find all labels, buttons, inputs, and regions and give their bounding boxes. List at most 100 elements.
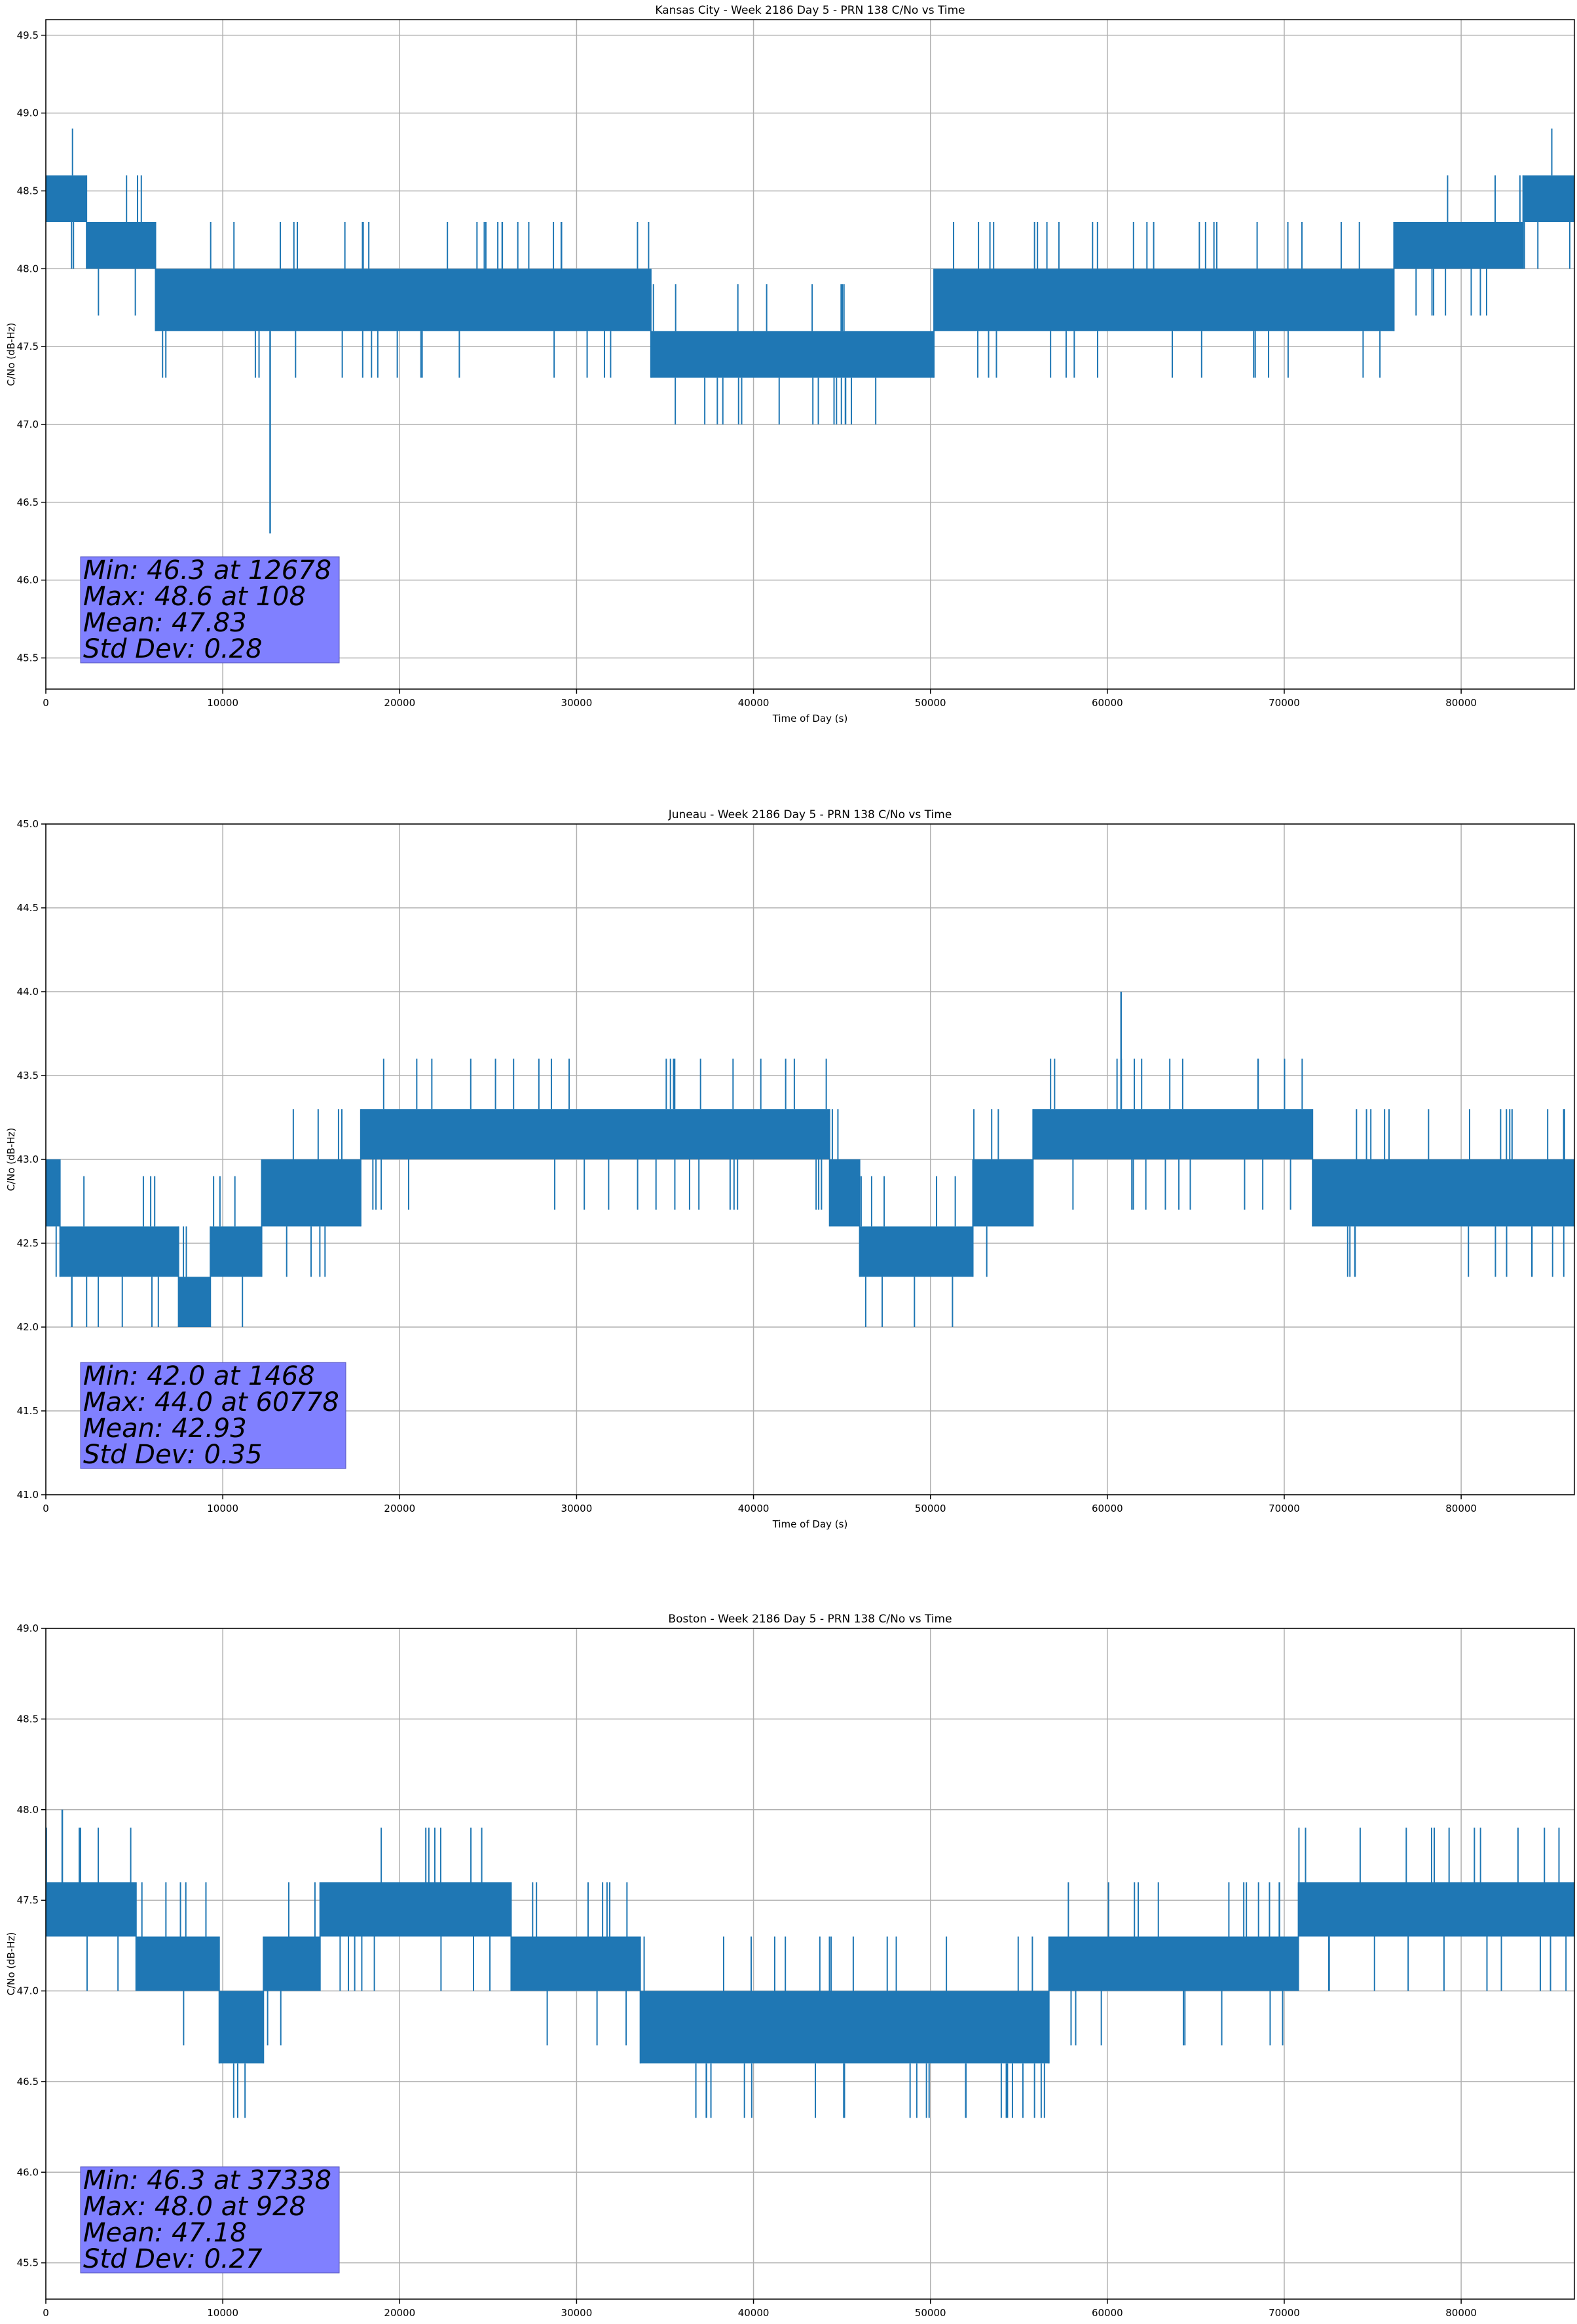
stats-line: Min: 46.3 at 12678 — [83, 555, 331, 586]
data-series — [46, 992, 1574, 1327]
data-band — [640, 1991, 1049, 2064]
y-tick-label: 46.5 — [17, 2076, 39, 2088]
x-tick-label: 10000 — [207, 2307, 238, 2319]
y-tick-label: 45.5 — [17, 2257, 39, 2269]
y-tick-label: 46.0 — [17, 2166, 39, 2178]
stats-line: Mean: 42.93 — [83, 1414, 247, 1444]
x-tick-label: 60000 — [1092, 1503, 1123, 1514]
y-tick-label: 45.5 — [17, 652, 39, 664]
x-tick-label: 70000 — [1269, 697, 1300, 709]
stats-line: Min: 42.0 at 1468 — [83, 1361, 315, 1391]
data-band — [136, 1936, 219, 1991]
x-tick-label: 70000 — [1269, 1503, 1300, 1514]
data-band — [261, 1159, 361, 1227]
x-tick-label: 30000 — [561, 1503, 593, 1514]
data-band — [1298, 1882, 1574, 1937]
chart-title: Boston - Week 2186 Day 5 - PRN 138 C/No … — [668, 1613, 952, 1626]
y-tick-label: 41.5 — [17, 1405, 39, 1417]
y-axis-label: C/No (dB-Hz) — [5, 1128, 17, 1191]
y-tick-label: 48.0 — [17, 1804, 39, 1816]
x-tick-label: 0 — [43, 1503, 49, 1514]
chart-3: 0 10000 20000 30000 40000 50000 60000 70000 8000… — [5, 1613, 1575, 2324]
data-band — [263, 1936, 320, 1991]
stats-line: Max: 48.0 at 928 — [83, 2192, 306, 2222]
y-axis-label: C/No (dB-Hz) — [5, 323, 17, 386]
stats-line: Std Dev: 0.35 — [83, 1440, 263, 1470]
data-band — [1033, 1109, 1313, 1159]
plot-frame — [45, 19, 1575, 690]
stats-line: Mean: 47.83 — [83, 608, 247, 638]
data-series — [45, 1809, 1574, 2118]
x-axis-label: Time of Day (s) — [772, 713, 848, 724]
data-band — [1394, 221, 1523, 269]
y-tick-label: 44.0 — [17, 986, 39, 998]
x-tick-label: 50000 — [915, 697, 946, 709]
chart-1: 0 10000 20000 30000 40000 50000 60000 70000 8000… — [5, 4, 1575, 724]
x-tick-label: 20000 — [384, 2307, 415, 2319]
data-band — [360, 1109, 830, 1159]
data-band — [934, 269, 1394, 331]
data-band — [219, 1991, 264, 2064]
x-tick-label: 30000 — [561, 697, 593, 709]
data-band — [210, 1226, 262, 1277]
x-tick-label: 40000 — [738, 2307, 770, 2319]
y-tick-label: 48.5 — [17, 1713, 39, 1725]
x-tick-label: 60000 — [1092, 2307, 1123, 2319]
data-band — [46, 1159, 60, 1227]
stats-box — [80, 556, 340, 664]
y-tick-label: 45.0 — [17, 818, 39, 830]
plot-frame — [45, 1628, 1575, 2300]
y-tick-label: 49.0 — [17, 107, 39, 119]
data-band — [1312, 1159, 1574, 1227]
chart-2: 0 10000 20000 30000 40000 50000 60000 70000 8000… — [5, 808, 1575, 1530]
x-tick-label: 60000 — [1092, 697, 1123, 709]
y-tick-label: 42.0 — [17, 1321, 39, 1333]
data-band — [1523, 175, 1574, 222]
x-axis-label: Time of Day (s) — [772, 1518, 848, 1530]
y-tick-label: 47.5 — [17, 341, 39, 352]
x-tick-label: 80000 — [1445, 1503, 1477, 1514]
stats-line: Min: 46.3 at 37338 — [83, 2165, 331, 2196]
data-band — [86, 221, 156, 269]
stats-box — [80, 1362, 346, 1469]
y-tick-label: 47.0 — [17, 1985, 39, 1997]
y-tick-label: 47.0 — [17, 419, 39, 430]
x-tick-label: 10000 — [207, 1503, 238, 1514]
y-tick-label: 42.5 — [17, 1237, 39, 1249]
data-band — [1048, 1936, 1299, 1991]
stats-line: Max: 44.0 at 60778 — [83, 1387, 339, 1417]
y-tick-label: 41.0 — [17, 1489, 39, 1501]
x-tick-label: 10000 — [207, 697, 238, 709]
data-band — [46, 175, 87, 222]
stats-line: Mean: 47.18 — [83, 2218, 247, 2248]
y-tick-label: 46.5 — [17, 497, 39, 508]
x-tick-label: 50000 — [915, 1503, 946, 1514]
y-tick-label: 47.5 — [17, 1894, 39, 1906]
chart-title: Kansas City - Week 2186 Day 5 - PRN 138 … — [655, 4, 965, 17]
x-tick-label: 80000 — [1445, 697, 1477, 709]
chart-title: Juneau - Week 2186 Day 5 - PRN 138 C/No … — [668, 808, 952, 821]
data-band — [60, 1226, 179, 1277]
x-tick-label: 40000 — [738, 697, 770, 709]
y-axis-label: C/No (dB-Hz) — [5, 1932, 17, 1996]
x-axis-label: Time of Day (s) — [772, 2323, 848, 2324]
y-tick-label: 48.0 — [17, 263, 39, 274]
x-tick-label: 0 — [43, 2307, 49, 2319]
y-tick-label: 43.0 — [17, 1153, 39, 1165]
x-tick-label: 20000 — [384, 1503, 415, 1514]
data-band — [829, 1159, 860, 1227]
stats-line: Max: 48.6 at 108 — [83, 582, 306, 612]
x-tick-label: 30000 — [561, 2307, 593, 2319]
data-band — [320, 1882, 511, 1937]
data-band — [859, 1226, 973, 1277]
stats-box — [80, 2166, 340, 2274]
x-tick-label: 80000 — [1445, 2307, 1477, 2319]
data-band — [973, 1159, 1033, 1227]
x-tick-label: 0 — [43, 697, 49, 709]
data-band — [46, 1882, 136, 1937]
y-tick-label: 48.5 — [17, 185, 39, 197]
data-band — [155, 269, 651, 331]
data-band — [178, 1277, 211, 1327]
stats-line: Std Dev: 0.27 — [83, 2244, 263, 2274]
